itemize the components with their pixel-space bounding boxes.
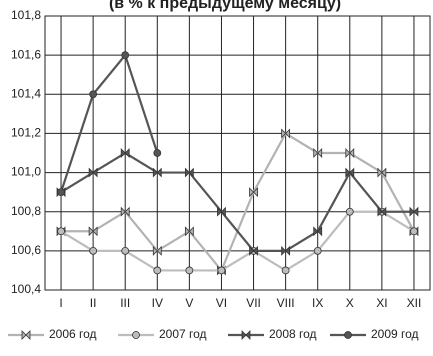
marker [217,206,226,217]
marker [313,246,322,255]
marker [281,128,291,139]
marker [313,226,323,237]
marker [184,167,194,178]
y-tick-label: 100,6 [11,243,41,257]
marker [313,148,323,158]
marker [345,148,355,158]
y-tick-label: 100,4 [11,282,41,296]
marker [153,149,162,157]
marker [121,51,130,60]
legend-label: 2009 год [371,327,419,341]
marker [409,206,419,217]
x-tick-label: X [346,296,354,310]
marker [185,266,194,275]
marker [217,266,226,275]
x-tick-label: V [185,296,193,310]
marker [153,266,162,275]
x-tick-label: I [59,296,62,310]
marker [57,188,65,197]
y-tick-label: 101,6 [11,47,41,61]
y-tick-label: 101,8 [11,8,41,22]
y-tick-label: 101,4 [11,86,41,100]
x-tick-label: VII [246,296,261,310]
x-tick-label: III [120,296,130,310]
x-tick-label: IX [312,296,323,310]
x-tick-label: II [90,296,97,310]
marker [132,331,140,339]
y-tick-label: 101,2 [11,126,41,140]
marker [88,167,98,178]
marker [377,206,387,217]
x-tick-label: IV [152,296,163,310]
marker [410,227,418,236]
x-tick-label: VIII [277,296,295,310]
marker [88,226,98,237]
marker [344,331,352,339]
marker [345,167,355,178]
marker [241,330,251,340]
series-line [60,151,414,252]
y-tick-label: 100,8 [11,204,41,218]
x-tick-label: XI [376,296,387,310]
marker [152,167,162,178]
marker [281,266,290,275]
y-tick-label: 101,0 [11,165,41,179]
marker [120,206,130,217]
marker [21,330,31,340]
marker [89,90,98,99]
x-tick-label: VI [216,296,227,310]
marker [249,245,258,256]
marker [121,246,130,255]
marker [377,167,387,178]
legend-label: 2006 год [49,327,97,341]
marker [152,245,162,256]
x-tick-label: XII [407,296,422,310]
marker [184,226,194,237]
series-line [60,210,415,272]
chart-title: (в % к предыдущему месяцу) [109,0,341,12]
marker [345,207,354,216]
series-line [59,52,159,193]
marker [89,246,98,255]
plot-frame [44,15,431,291]
marker [281,245,291,256]
legend-label: 2008 год [269,327,317,341]
marker [249,187,258,198]
marker [120,148,130,158]
marker [57,227,65,236]
legend-label: 2007 год [159,327,207,341]
